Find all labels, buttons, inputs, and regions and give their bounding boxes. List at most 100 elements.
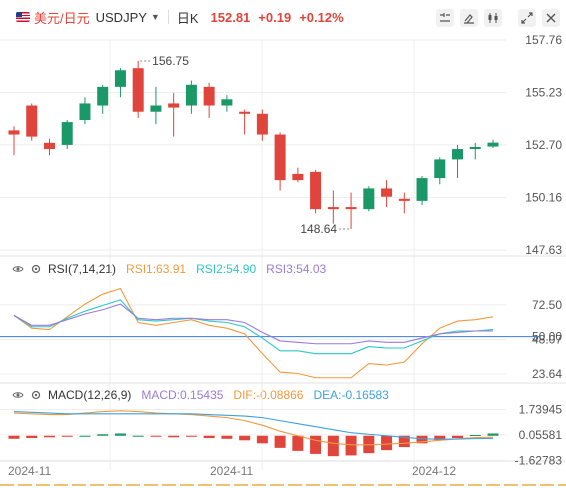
macd-histogram-bar (469, 435, 481, 436)
dif-value: DIF:-0.08866 (233, 388, 304, 402)
rsi3-value: RSI3:54.03 (266, 262, 327, 276)
macd-histogram-bar (43, 435, 55, 438)
macd-histogram-bar (487, 433, 499, 436)
macd-histogram-bar (185, 435, 197, 437)
rsi-axis-tick: 50.00 (532, 330, 562, 344)
macd-line-dea (13, 411, 494, 440)
macd-histogram-bar (132, 435, 144, 437)
macd-histogram-bar (150, 435, 162, 437)
low-annotation: 148.64 (300, 222, 337, 236)
rsi-line-rsi1 (13, 287, 494, 379)
candle-body (434, 159, 446, 179)
rsi-axis-tick: 72.50 (532, 298, 562, 312)
candle-body (185, 84, 197, 106)
candle-body (26, 105, 38, 137)
macd-histogram-bar (168, 435, 180, 438)
price-change-percent: +0.12% (299, 9, 344, 25)
x-axis-date-label: 2024-11 (210, 464, 253, 478)
candle-body (97, 86, 109, 106)
macd-histogram-bar (274, 435, 286, 448)
high-annotation: 156.75 (152, 54, 189, 68)
candle-body (363, 188, 375, 210)
settings-icon[interactable] (30, 263, 42, 275)
macd-histogram-bar (8, 435, 20, 439)
macd-histogram-bar (26, 435, 38, 439)
last-price: 152.81 (210, 9, 251, 25)
rsi-line-rsi3 (13, 303, 493, 345)
macd-histogram-bar (434, 435, 446, 441)
candle-body (221, 99, 233, 106)
macd-histogram-bar (452, 435, 464, 439)
candle-body (327, 207, 339, 210)
candle-body (256, 113, 268, 135)
timeframe-selector[interactable]: 日K (176, 10, 199, 26)
macd-histogram-bar (203, 435, 215, 439)
chart-header: 美元/日元 USDJPY ▼ 日K 152.81 +0.19 +0.12% (0, 0, 566, 34)
candle-body (345, 207, 357, 210)
rsi-axis-tick: 48.07 (532, 332, 562, 346)
candle-body (203, 86, 215, 106)
candle-body (487, 142, 499, 147)
price-axis-tick: 150.16 (525, 191, 562, 205)
dea-value: DEA:-0.16583 (313, 388, 389, 402)
candle-body (469, 146, 481, 150)
macd-axis-tick: 1.73945 (519, 402, 563, 416)
candle-body (381, 188, 393, 197)
rsi1-value: RSI1:63.91 (126, 262, 187, 276)
candle-body (168, 103, 180, 108)
candle-body (79, 103, 91, 121)
macd-histogram-bar (292, 435, 304, 451)
macd-histogram-bar (310, 435, 322, 454)
symbol-code[interactable]: USDJPY (95, 9, 147, 25)
macd-histogram-bar (381, 435, 393, 451)
price-axis-tick: 152.70 (525, 138, 562, 152)
macd-histogram-bar (97, 434, 109, 436)
rsi-name: RSI(7,14,21) (48, 262, 117, 276)
macd-histogram-bar (239, 435, 251, 441)
macd-histogram-bar (114, 433, 126, 436)
indicator-icon[interactable] (484, 9, 502, 27)
price-change: +0.19 (258, 9, 292, 25)
usd-flag-icon (16, 12, 30, 22)
macd-name: MACD(12,26,9) (48, 388, 132, 402)
price-axis-tick: 147.63 (525, 243, 562, 257)
candle-body (239, 111, 251, 114)
candle-body (310, 171, 322, 210)
candle-body (8, 130, 20, 135)
candle-body (452, 149, 464, 160)
crosshair-icon[interactable] (436, 9, 454, 27)
settings-icon[interactable] (30, 389, 42, 401)
candle-body (61, 122, 73, 145)
macd-line-dif (13, 410, 494, 446)
candle-body (398, 198, 410, 201)
macd-histogram-bar (79, 435, 91, 437)
candle-body (150, 105, 162, 112)
macd-axis-tick: 0.05581 (519, 428, 563, 442)
header-divider (167, 10, 169, 24)
pair-name[interactable]: 美元/日元 (34, 10, 90, 26)
rsi-line-rsi2 (13, 299, 494, 355)
expand-icon[interactable] (518, 9, 536, 27)
macd-histogram-bar (221, 435, 233, 439)
rsi-label-row: RSI(7,14,21) RSI1:63.91 RSI2:54.90 RSI3:… (12, 261, 326, 277)
macd-histogram-bar (256, 435, 268, 444)
price-axis-tick: 157.76 (525, 33, 562, 47)
macd-histogram-bar (416, 435, 428, 444)
close-icon[interactable] (542, 9, 560, 27)
candle-body (274, 134, 286, 181)
eye-icon[interactable] (12, 389, 24, 401)
toolbar (436, 9, 560, 27)
macd-histogram-bar (398, 435, 410, 448)
draw-icon[interactable] (460, 9, 478, 27)
macd-histogram-bar (61, 435, 73, 437)
symbol-dropdown-icon[interactable]: ▼ (150, 12, 160, 22)
x-axis-date-label: 2024-12 (412, 464, 456, 478)
eye-icon[interactable] (12, 263, 24, 275)
candle-body (416, 178, 428, 201)
macd-histogram-bar (345, 435, 357, 456)
macd-label-row: MACD(12,26,9) MACD:0.15435 DIF:-0.08866 … (12, 387, 389, 403)
candle-body (292, 173, 304, 181)
rsi2-value: RSI2:54.90 (196, 262, 257, 276)
x-axis-date-label: 2024-11 (8, 464, 51, 478)
